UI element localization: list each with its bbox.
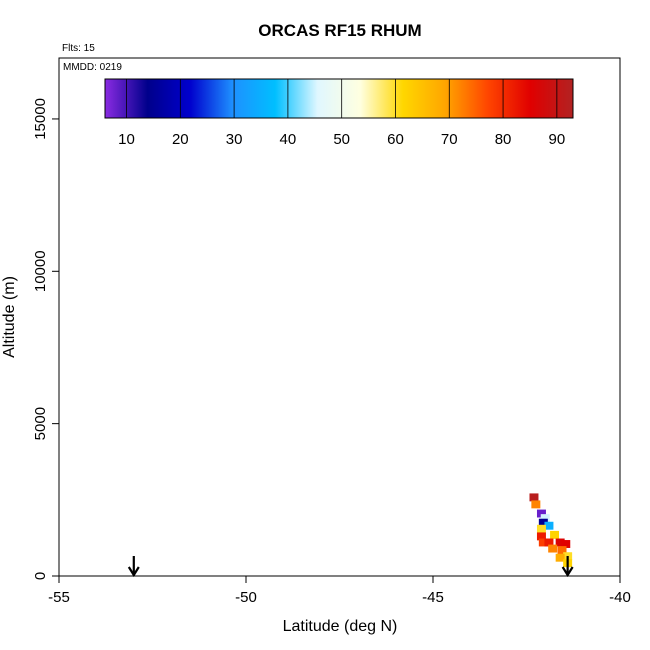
data-point-12 (561, 540, 571, 548)
data-point-14 (557, 546, 567, 555)
x-axis-label: Latitude (deg N) (283, 618, 398, 635)
x-tick-label--40: -40 (609, 589, 631, 606)
data-point-13 (548, 544, 558, 553)
colorbar-tick-30: 30 (226, 131, 243, 148)
data-point-2 (536, 509, 546, 518)
colorbar-tick-90: 90 (549, 131, 566, 148)
data-point-4 (538, 518, 548, 527)
data-point-5 (544, 521, 554, 530)
colorbar: 10 20 30 40 50 60 70 80 90 (104, 78, 574, 148)
y-tick-label-5000: 5000 (32, 407, 49, 440)
x-axis: -55 -50 -45 -40 (48, 576, 631, 606)
colorbar-tick-40: 40 (280, 131, 297, 148)
data-point-8 (536, 532, 546, 541)
colorbar-tick-50: 50 (333, 131, 350, 148)
y-tick-label-10000: 10000 (32, 250, 49, 292)
colorbar-gradient (104, 78, 574, 119)
y-axis-label: Altitude (m) (1, 276, 18, 358)
x-tick-label--45: -45 (422, 589, 444, 606)
date-label: MMDD: 0219 (63, 62, 122, 73)
y-axis: 0 5000 10000 15000 (32, 98, 59, 580)
x-tick-label--55: -55 (48, 589, 70, 606)
flights-label: Flts: 15 (62, 43, 95, 54)
colorbar-tick-60: 60 (387, 131, 404, 148)
data-point-6 (536, 524, 546, 533)
data-point-0 (529, 493, 539, 502)
plot-area (58, 57, 621, 577)
y-tick-label-0: 0 (32, 572, 49, 580)
data-points (529, 493, 573, 568)
data-point-7 (550, 530, 560, 539)
flight-arrow-0 (127, 556, 140, 578)
data-point-9 (538, 538, 548, 547)
flight-arrows (127, 556, 574, 578)
colorbar-tick-80: 80 (495, 131, 512, 148)
x-tick-label--50: -50 (235, 589, 257, 606)
chart-title: ORCAS RF15 RHUM (258, 21, 421, 40)
colorbar-tick-20: 20 (172, 131, 189, 148)
y-tick-label-15000: 15000 (32, 98, 49, 140)
data-point-16 (555, 553, 565, 562)
data-point-10 (544, 538, 554, 547)
colorbar-tick-10: 10 (118, 131, 135, 148)
colorbar-tick-70: 70 (441, 131, 458, 148)
data-point-1 (531, 500, 541, 509)
flight-arrow-1 (561, 556, 574, 578)
data-point-3 (540, 514, 550, 523)
data-point-11 (555, 538, 565, 547)
